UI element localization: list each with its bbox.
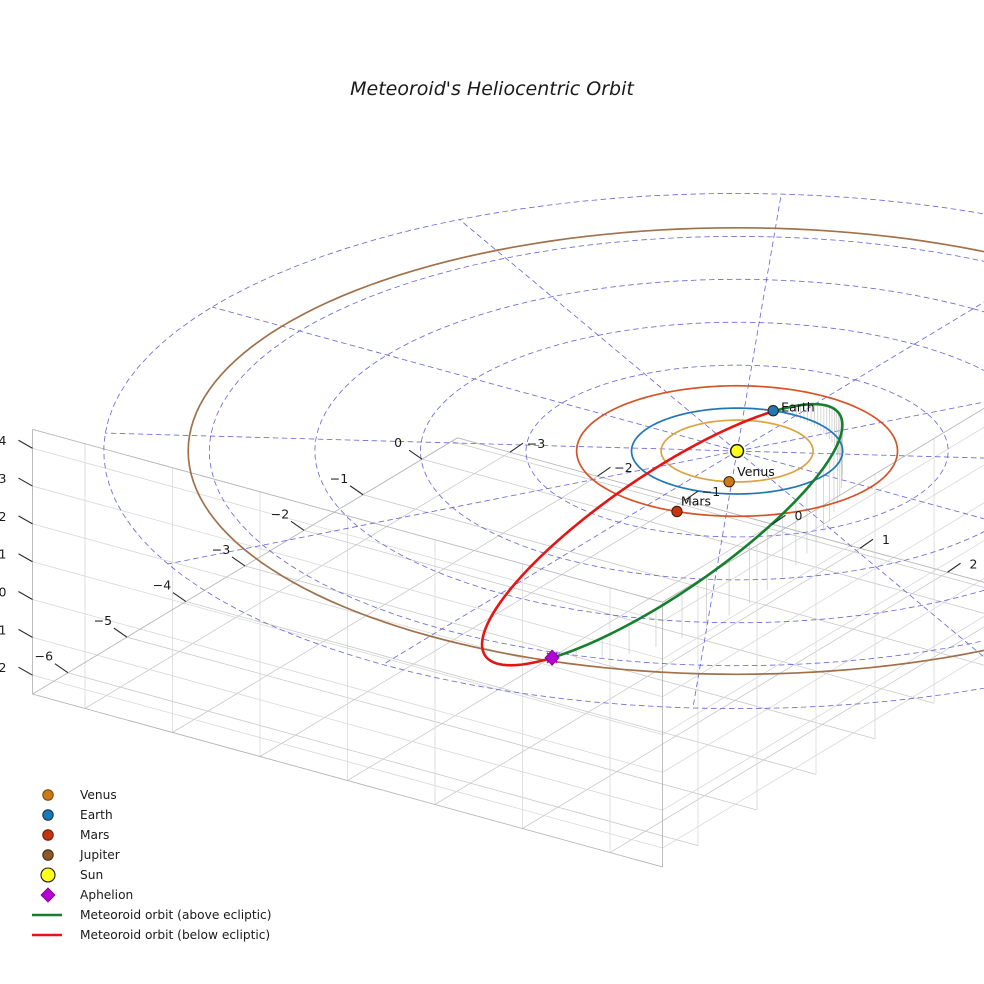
polar-spoke [382, 450, 738, 665]
legend-item[interactable]: Venus [42, 788, 117, 802]
sun-marker [729, 443, 745, 459]
polar-spoke [211, 306, 738, 452]
x-axis-tick-label: 0 [394, 435, 402, 450]
legend-label: Venus [80, 788, 117, 802]
legend-circle-swatch [42, 809, 54, 821]
y-axis-tick-label: −2 [614, 460, 632, 475]
page-title: Meteoroid's Heliocentric Orbit [350, 78, 635, 100]
y-axis-tick [684, 490, 699, 501]
legend-item[interactable]: Jupiter [42, 848, 121, 862]
x-axis-tick-label: −3 [212, 542, 230, 557]
z-axis-tick [18, 628, 33, 638]
legend-label: Jupiter [79, 848, 121, 862]
x-axis-tick [113, 627, 128, 638]
y-axis-tick-label: −3 [527, 436, 545, 451]
polar-spoke [736, 301, 984, 452]
z-axis-tick [18, 439, 33, 449]
y-axis-tick [859, 538, 874, 549]
legend-item[interactable]: Earth [42, 808, 113, 822]
x-axis-tick-label: −2 [271, 506, 289, 521]
z-axis-tick-label: −1 [0, 622, 6, 637]
meteoroid-orbit-below-ecliptic [480, 410, 774, 667]
z-axis-tick-label: 2 [0, 509, 6, 524]
y-axis-tick [597, 466, 611, 477]
z-axis-tick-label: 0 [0, 585, 7, 600]
legend-diamond-swatch [40, 887, 56, 903]
legend-item[interactable]: Aphelion [40, 887, 133, 903]
polar-spoke [736, 193, 782, 452]
x-axis-tick [349, 485, 364, 496]
z-axis-tick-label: −2 [0, 660, 6, 675]
z-axis-tick-label: 3 [0, 471, 6, 486]
legend-label: Sun [80, 868, 103, 882]
z-axis-tick-label: 4 [0, 433, 7, 448]
legend-label: Mars [80, 828, 109, 842]
polar-spoke [105, 432, 738, 452]
legend-label: Earth [80, 808, 113, 822]
z-axis-tick-label: 1 [0, 547, 6, 562]
orbit-path-mars [575, 384, 899, 518]
orbit-path-earth [630, 407, 844, 495]
z-axis-tick [18, 591, 33, 601]
orbit-height-stems [575, 404, 843, 660]
meteoroid-orbit-above-ecliptic [550, 402, 844, 660]
planet-marker-earth [767, 405, 779, 417]
legend-item[interactable]: Meteoroid orbit (below ecliptic) [32, 928, 270, 942]
z-axis-tick [18, 666, 33, 676]
x-axis-tick [54, 663, 69, 674]
legend-circle-swatch [42, 789, 54, 801]
aphelion-diamond-icon [544, 649, 560, 666]
x-axis-tick-label: −1 [330, 471, 348, 486]
planet-label-venus: Venus [737, 464, 775, 479]
legend-label: Meteoroid orbit (above ecliptic) [80, 908, 272, 922]
y-axis-tick-label: 0 [795, 508, 803, 523]
y-axis-tick [947, 562, 961, 573]
planet-label-earth: Earth [781, 400, 815, 415]
planet-orbits [187, 226, 984, 676]
ecliptic-floor-grid [67, 440, 984, 853]
z-axis-tick [18, 515, 33, 525]
y-axis-tick-label: −1 [702, 484, 720, 499]
y-axis-tick-label: 1 [882, 532, 890, 547]
orbit-path-jupiter [187, 226, 984, 676]
x-axis-tick [172, 592, 187, 602]
polar-circle [314, 278, 984, 624]
x-axis-tick [290, 520, 305, 531]
planet-marker-venus [723, 476, 735, 488]
aphelion-marker-group [544, 649, 560, 666]
legend-label: Meteoroid orbit (below ecliptic) [80, 928, 270, 942]
polar-spoke [736, 450, 984, 658]
y-axis-tick [509, 442, 524, 453]
legend-item[interactable]: Sun [40, 867, 103, 883]
legend-circle-swatch [42, 829, 54, 841]
x-axis-tick [231, 556, 246, 567]
legend-item[interactable]: Meteoroid orbit (above ecliptic) [32, 908, 272, 922]
polar-spoke [692, 450, 738, 709]
legend: Venus Earth Mars Jupiter Sun Aphelion Meteoroi… [32, 788, 272, 942]
x-axis-tick-label: −4 [153, 578, 171, 593]
meteoroid-orbit [480, 402, 844, 667]
polar-spoke [736, 401, 984, 452]
orbit-path-venus [660, 419, 814, 483]
z-axis-tick [18, 477, 33, 487]
polar-spoke [459, 219, 738, 452]
z-axis-tick [18, 553, 33, 563]
x-axis-tick-label: −6 [35, 649, 53, 664]
y-axis-tick [772, 514, 786, 525]
legend-circle-swatch [40, 867, 56, 883]
polar-spoke [167, 450, 738, 565]
x-axis-tick [408, 449, 423, 460]
y-axis-tick-label: 2 [970, 556, 978, 571]
legend-label: Aphelion [80, 888, 133, 902]
planet-marker-mars [671, 505, 683, 518]
polar-circle [208, 235, 984, 667]
legend-item[interactable]: Mars [42, 828, 110, 842]
legend-circle-swatch [42, 849, 54, 861]
x-axis-tick-label: −5 [94, 613, 112, 628]
